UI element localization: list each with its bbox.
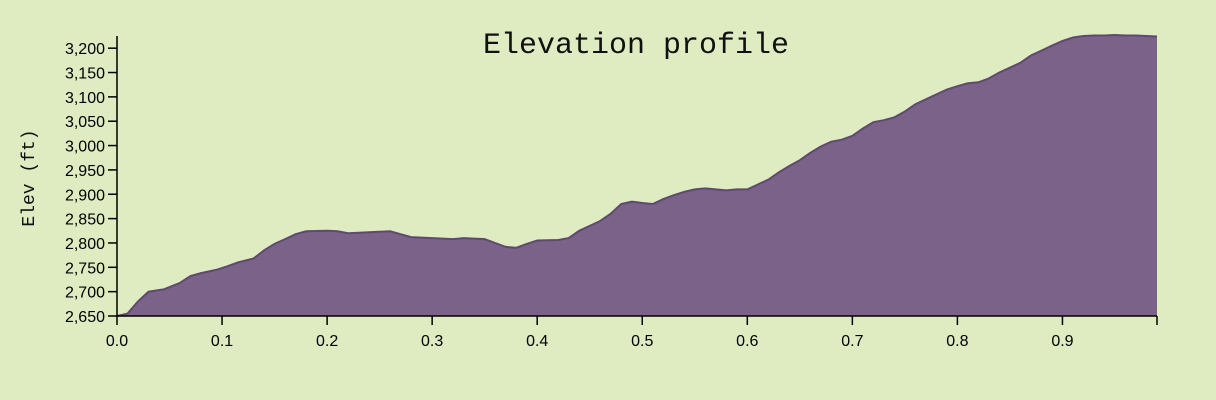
y-tick-label: 2,900 bbox=[65, 187, 105, 204]
x-tick-label: 0.7 bbox=[841, 333, 863, 350]
y-tick-label: 3,050 bbox=[65, 114, 105, 131]
x-tick-label: 0.4 bbox=[526, 333, 548, 350]
chart-title: Elevation profile bbox=[483, 29, 789, 63]
x-tick-label: 0.3 bbox=[421, 333, 443, 350]
y-tick-label: 3,100 bbox=[65, 90, 105, 107]
y-tick-label: 3,150 bbox=[65, 66, 105, 83]
x-tick-label: 0.1 bbox=[211, 333, 233, 350]
y-tick-label: 2,850 bbox=[65, 212, 105, 229]
x-tick-label: 0.8 bbox=[946, 333, 968, 350]
y-tick-label: 2,800 bbox=[65, 236, 105, 253]
elevation-area bbox=[117, 35, 1157, 316]
x-tick-label: 0.0 bbox=[106, 333, 128, 350]
x-tick-label: 0.9 bbox=[1051, 333, 1073, 350]
elevation-line bbox=[116, 33, 1158, 317]
y-tick-label: 2,750 bbox=[65, 260, 105, 277]
y-tick-label: 3,000 bbox=[65, 139, 105, 156]
y-tick-label: 3,200 bbox=[65, 41, 105, 58]
y-tick-label: 2,700 bbox=[65, 285, 105, 302]
x-tick-label: 0.6 bbox=[736, 333, 758, 350]
x-axis-ticks: 0.0 0.1 0.2 0.3 0.4 0.5 0.6 0.7 0.8 0.9 bbox=[106, 316, 1158, 350]
y-axis-label: Elev (ft) bbox=[20, 129, 40, 226]
y-axis-ticks: 2,650 2,700 2,750 2,800 2,850 2,900 2,950 3,000… bbox=[65, 41, 117, 326]
y-tick-label: 2,950 bbox=[65, 163, 105, 180]
x-tick-label: 0.2 bbox=[316, 333, 338, 350]
y-tick-label: 2,650 bbox=[65, 309, 105, 326]
x-tick-label: 0.5 bbox=[631, 333, 653, 350]
